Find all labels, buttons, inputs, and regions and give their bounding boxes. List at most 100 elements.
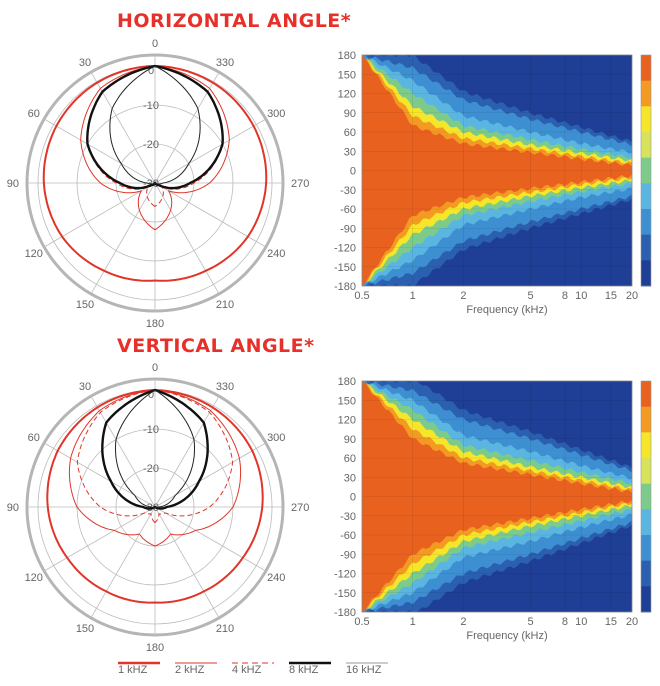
vertical-angle-label: 210 (216, 623, 234, 635)
horizontal-x-tick: 15 (605, 290, 617, 302)
vertical-angle-label: 330 (216, 381, 234, 393)
horizontal-x-tick: 20 (626, 290, 638, 302)
horizontal-angle-label: 270 (291, 178, 309, 190)
horizontal-y-tick: -120 (334, 243, 356, 255)
vertical-radial-label: -20 (143, 463, 159, 475)
vertical-y-tick: -90 (340, 549, 356, 561)
vertical-colorbar-segment (641, 458, 651, 485)
vertical-y-tick: -180 (334, 607, 356, 619)
vertical-angle-label: 240 (267, 572, 285, 584)
vertical-angle-title: VERTICAL ANGLE* (117, 335, 315, 357)
vertical-y-tick: 90 (344, 434, 356, 446)
vertical-series-16khz (115, 389, 195, 508)
vertical-heatmap-chart: 180 150 120 90 60 30 0 -30 -60 -90 -120 -150 -1800.5… (334, 376, 652, 642)
horizontal-polar-chart: 03060901201501802102402703003300-10-20-3… (7, 38, 310, 330)
vertical-grid-spoke (154, 395, 220, 508)
vertical-x-tick: 8 (562, 616, 568, 628)
vertical-grid-spoke (154, 506, 267, 572)
horizontal-colorbar-segment (641, 260, 651, 287)
horizontal-radial-label: 0 (148, 65, 154, 77)
horizontal-angle-label: 240 (267, 248, 285, 260)
vertical-angle-label: 30 (79, 381, 91, 393)
vertical-y-tick: -150 (334, 588, 356, 600)
vertical-radial-label: -10 (143, 424, 159, 436)
horizontal-y-tick: -90 (340, 223, 356, 235)
horizontal-grid-spoke (154, 118, 267, 184)
horizontal-angle-label: 90 (7, 178, 19, 190)
horizontal-angle-label: 60 (28, 108, 40, 120)
vertical-y-tick: 30 (344, 472, 356, 484)
vertical-y-tick: -60 (340, 530, 356, 542)
vertical-series-4khz (76, 389, 234, 524)
vertical-colorbar-segment (641, 406, 651, 433)
horizontal-heatmap-frame (361, 54, 633, 287)
horizontal-grid-spoke (90, 182, 156, 295)
vertical-colorbar-segment (641, 432, 651, 459)
horizontal-angle-label: 0 (152, 38, 158, 50)
horizontal-y-tick: 90 (344, 108, 356, 120)
vertical-polar-chart: 03060901201501802102402703003300-10-20-3… (7, 362, 310, 654)
vertical-y-tick: 60 (344, 453, 356, 465)
horizontal-colorbar-segment (641, 234, 651, 261)
horizontal-colorbar-segment (641, 209, 651, 236)
horizontal-heatmap-chart: 1801501209060300-30-60-90-120-150-1800.5… (334, 50, 652, 316)
vertical-x-tick: 0.5 (354, 616, 369, 628)
horizontal-grid-spoke (154, 71, 220, 184)
vertical-x-tick: 5 (527, 616, 533, 628)
horizontal-y-tick: 30 (344, 146, 356, 158)
vertical-colorbar-segment (641, 535, 651, 562)
horizontal-grid-spoke (154, 182, 220, 295)
vertical-angle-label: 90 (7, 502, 19, 514)
vertical-grid-spoke (154, 442, 267, 508)
horizontal-colorbar-segment (641, 80, 651, 107)
vertical-angle-label: 60 (28, 432, 40, 444)
vertical-x-tick: 2 (460, 616, 466, 628)
horizontal-y-tick: -150 (334, 262, 356, 274)
horizontal-y-tick: 180 (338, 50, 356, 62)
horizontal-x-tick: 2 (460, 290, 466, 302)
vertical-y-tick: 150 (338, 395, 356, 407)
horizontal-colorbar-segment (641, 106, 651, 133)
horizontal-angle-title: HORIZONTAL ANGLE* (117, 10, 352, 32)
vertical-x-tick: 15 (605, 616, 617, 628)
vertical-grid-spoke (43, 442, 156, 508)
vertical-grid-spoke (154, 506, 220, 619)
horizontal-grid-spoke (43, 118, 156, 184)
legend-label: 4 kHZ (232, 664, 262, 676)
horizontal-colorbar-segment (641, 132, 651, 159)
horizontal-y-tick: -30 (340, 185, 356, 197)
vertical-y-tick: 0 (350, 492, 356, 504)
horizontal-heatmap-band (362, 55, 632, 286)
vertical-colorbar-segment (641, 381, 651, 408)
horizontal-colorbar-segment (641, 157, 651, 184)
legend-label: 8 kHZ (289, 664, 319, 676)
horizontal-x-axis-label: Frequency (kHz) (466, 304, 547, 316)
vertical-colorbar-segment (641, 509, 651, 536)
horizontal-angle-label: 180 (146, 318, 164, 330)
vertical-y-tick: -30 (340, 511, 356, 523)
vertical-grid-spoke (90, 395, 156, 508)
horizontal-x-tick: 0.5 (354, 290, 369, 302)
vertical-x-tick: 20 (626, 616, 638, 628)
vertical-x-tick: 10 (575, 616, 587, 628)
vertical-grid-spoke (43, 506, 156, 572)
vertical-colorbar-segment (641, 483, 651, 510)
horizontal-angle-label: 300 (267, 108, 285, 120)
vertical-angle-label: 300 (267, 432, 285, 444)
vertical-y-tick: -120 (334, 569, 356, 581)
vertical-radial-label: 0 (148, 389, 154, 401)
horizontal-y-tick: 0 (350, 166, 356, 178)
vertical-grid-spoke (90, 506, 156, 619)
vertical-angle-label: 120 (25, 572, 43, 584)
vertical-y-tick: 180 (338, 376, 356, 388)
vertical-angle-label: 180 (146, 642, 164, 654)
horizontal-y-tick: -60 (340, 204, 356, 216)
horizontal-angle-label: 330 (216, 57, 234, 69)
horizontal-colorbar-segment (641, 55, 651, 82)
horizontal-grid-spoke (90, 71, 156, 184)
horizontal-angle-label: 210 (216, 299, 234, 311)
horizontal-y-tick: 150 (338, 69, 356, 81)
horizontal-y-tick: -180 (334, 281, 356, 293)
vertical-y-tick: 120 (338, 415, 356, 427)
